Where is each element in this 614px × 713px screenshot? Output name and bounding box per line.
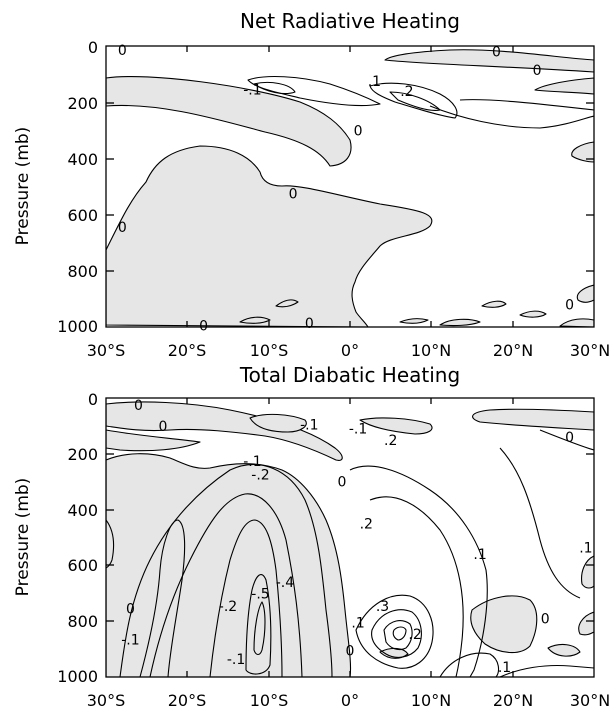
contour-label: .2 — [384, 433, 397, 449]
y-tick-label: 1000 — [57, 317, 98, 336]
panel-net-radiative: Net Radiative Heating Pressure (mb) — [13, 9, 610, 360]
x-tick-label: 30°N — [570, 341, 610, 360]
y-tick-labels: 0 200 400 600 800 1000 — [57, 390, 98, 686]
contour-label: -.4 — [276, 575, 295, 591]
x-tick-label: 0° — [341, 341, 359, 360]
y-tick-labels: 0 200 400 600 800 1000 — [57, 38, 98, 336]
y-tick-label: 400 — [67, 150, 98, 169]
contour-label: .2 — [400, 84, 413, 100]
contour-label: 0 — [118, 43, 127, 59]
x-tick-labels: 30°S 20°S 10°S 0° 10°N 20°N 30°N — [87, 691, 610, 710]
y-tick-label: 200 — [67, 94, 98, 113]
x-tick-label: 20°N — [493, 691, 533, 710]
contour-label: 0 — [158, 419, 167, 435]
y-tick-marks — [106, 453, 594, 622]
contour-label: .2 — [360, 517, 373, 533]
y-tick-label: 600 — [67, 556, 98, 575]
contour-label: 0 — [565, 430, 574, 446]
y-tick-label: 800 — [67, 262, 98, 281]
contour-label: 0 — [541, 611, 550, 627]
contour-label: 0 — [565, 298, 574, 314]
x-tick-label: 30°S — [87, 691, 126, 710]
panel-title: Total Diabatic Heating — [239, 363, 460, 387]
x-tick-marks — [186, 46, 514, 327]
panel-title: Net Radiative Heating — [240, 9, 460, 33]
contour-label: .1 — [368, 74, 381, 90]
contour-label: 0 — [118, 220, 127, 236]
contour-label: -.1 — [243, 454, 261, 470]
x-tick-label: 30°N — [570, 691, 610, 710]
contour-label: 0 — [354, 123, 363, 139]
y-axis-label: Pressure (mb) — [13, 127, 33, 246]
contour-label: -.1 — [300, 418, 318, 434]
contour-field — [106, 49, 594, 327]
x-tick-label: 10°S — [250, 691, 289, 710]
contour-label: 0 — [134, 398, 143, 414]
y-tick-marks — [106, 102, 594, 272]
contour-label: .1 — [351, 616, 364, 632]
contour-label: 0 — [346, 644, 355, 660]
contour-label: 0 — [126, 602, 135, 618]
contour-label: .3 — [376, 599, 389, 615]
contour-label: -.2 — [219, 599, 237, 615]
y-tick-label: 1000 — [57, 667, 98, 686]
contour-label: -.2 — [251, 468, 269, 484]
x-tick-label: 10°N — [411, 691, 451, 710]
contour-label: 0 — [199, 319, 208, 335]
x-tick-labels: 30°S 20°S 10°S 0° 10°N 20°N 30°N — [87, 341, 610, 360]
contour-labels: 00 -.1 -.1.2 0-.1-.2 0.2.1.1-.4-.5-.20-.1.3.… — [121, 398, 592, 676]
contour-label: -.1 — [243, 83, 261, 99]
y-tick-label: 0 — [88, 390, 98, 409]
y-axis-label: Pressure (mb) — [13, 478, 33, 597]
x-tick-label: 10°N — [411, 341, 451, 360]
x-tick-label: 10°S — [250, 341, 289, 360]
x-tick-label: 30°S — [87, 341, 126, 360]
contour-label: 0 — [533, 63, 542, 79]
x-tick-label: 0° — [341, 691, 359, 710]
contour-label: -.1 — [227, 652, 245, 668]
x-tick-marks — [186, 398, 514, 677]
y-tick-label: 400 — [67, 501, 98, 520]
x-tick-label: 20°N — [493, 341, 533, 360]
contour-label: 0 — [337, 475, 346, 491]
contour-label: .1 — [473, 547, 486, 563]
contour-label: -.5 — [251, 586, 269, 602]
contour-label: .2 — [408, 627, 421, 643]
contour-label: 0 — [289, 187, 298, 203]
y-tick-label: 200 — [67, 445, 98, 464]
panel-total-diabatic: Total Diabatic Heating Pressure (mb) — [13, 363, 610, 710]
y-tick-label: 0 — [88, 38, 98, 57]
y-tick-label: 800 — [67, 612, 98, 631]
contour-label: 0 — [305, 316, 314, 332]
y-tick-label: 600 — [67, 206, 98, 225]
contour-labels: 0 -.1 .1 .2 0 0 0 0 0 0 0 0 — [118, 43, 574, 334]
x-tick-label: 20°S — [168, 691, 207, 710]
x-tick-label: 20°S — [168, 341, 207, 360]
contour-label: -.1 — [121, 632, 139, 648]
contour-label: -.1 — [349, 422, 367, 438]
contour-label: .1 — [579, 540, 592, 556]
contour-label: .1 — [498, 660, 511, 676]
contour-field — [106, 401, 594, 677]
contour-label: 0 — [492, 45, 501, 61]
